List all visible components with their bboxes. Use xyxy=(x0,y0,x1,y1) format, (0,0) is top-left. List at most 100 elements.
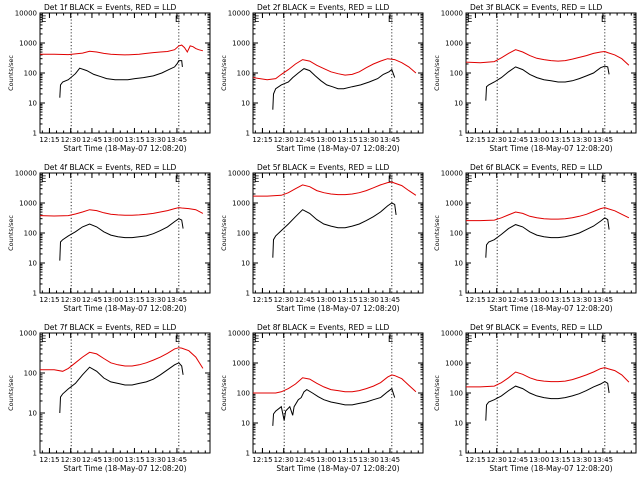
plot-frame xyxy=(39,332,211,454)
y-tick-label: 1 xyxy=(459,290,463,298)
panel-title: Det 1f BLACK = Events, RED = LLD xyxy=(44,3,177,12)
x-tick-label: 13:00 xyxy=(103,296,123,304)
lld-series-line xyxy=(40,44,204,56)
x-axis-label: Start Time (18-May-07 12:08:20) xyxy=(489,304,612,313)
panel-title: Det 9f BLACK = Events, RED = LLD xyxy=(470,323,603,332)
y-tick-label: 10000 xyxy=(441,10,463,18)
x-tick-label: 13:00 xyxy=(316,296,336,304)
y-tick-label: 100 xyxy=(237,230,250,238)
x-tick-label: 12:30 xyxy=(61,456,81,464)
x-tick-label: 13:45 xyxy=(593,136,613,144)
events-series-line xyxy=(485,65,610,101)
x-tick-label: 12:15 xyxy=(252,136,272,144)
y-tick-label: 100 xyxy=(24,230,37,238)
detector-panel-6: Det 6f BLACK = Events, RED = LLD 1 10 100 10… xyxy=(433,163,637,313)
y-tick-label: 10000 xyxy=(441,330,463,338)
x-tick-label: 12:30 xyxy=(61,296,81,304)
panel-title: Det 6f BLACK = Events, RED = LLD xyxy=(470,163,603,172)
y-axis-label: Counts/sec xyxy=(433,215,441,251)
y-tick-label: 1000 xyxy=(445,40,463,48)
x-tick-label: 12:45 xyxy=(508,296,528,304)
x-tick-label: 13:15 xyxy=(124,456,144,464)
events-series-line xyxy=(485,217,610,258)
y-tick-label: 10 xyxy=(454,420,463,428)
y-axis-label: Counts/sec xyxy=(433,375,441,411)
lld-series-line xyxy=(252,58,417,81)
events-series-line xyxy=(272,68,396,110)
corner-mark-right: E xyxy=(601,175,606,185)
x-tick-label: 12:30 xyxy=(487,136,507,144)
detector-panel-1: Det 1f BLACK = Events, RED = LLD 1 10 100 10… xyxy=(7,3,211,153)
y-axis-label: Counts/sec xyxy=(220,55,228,91)
x-tick-label: 12:45 xyxy=(82,296,102,304)
panel-title: Det 8f BLACK = Events, RED = LLD xyxy=(257,323,390,332)
detector-panel-7: Det 7f BLACK = Events, RED = LLD 1 10 100 10… xyxy=(7,323,211,473)
corner-mark-left: E xyxy=(254,175,259,185)
x-tick-label: 13:00 xyxy=(529,296,549,304)
lld-series-line xyxy=(466,207,630,222)
y-tick-label: 1 xyxy=(459,130,463,138)
y-tick-label: 1 xyxy=(246,450,250,458)
lld-series-line xyxy=(466,367,630,388)
events-series-line xyxy=(59,362,184,414)
x-tick-label: 13:30 xyxy=(359,456,379,464)
corner-mark-left: E xyxy=(467,175,472,185)
plot-frame xyxy=(465,172,637,294)
x-tick-label: 12:15 xyxy=(465,136,485,144)
y-axis-label: Counts/sec xyxy=(7,55,15,91)
x-tick-label: 13:30 xyxy=(572,296,592,304)
y-tick-label: 1000 xyxy=(19,40,37,48)
events-series-line xyxy=(272,202,397,258)
x-tick-label: 13:45 xyxy=(380,136,400,144)
x-tick-label: 13:30 xyxy=(146,136,166,144)
detector-panel-8: Det 8f BLACK = Events, RED = LLD 1 10 100 10… xyxy=(220,323,424,473)
y-tick-label: 1 xyxy=(459,450,463,458)
x-tick-label: 12:30 xyxy=(487,296,507,304)
x-tick-label: 12:30 xyxy=(274,136,294,144)
corner-mark-right: E xyxy=(388,15,393,25)
corner-mark-right: E xyxy=(388,335,393,345)
corner-mark-right: E xyxy=(175,335,180,345)
y-tick-label: 10 xyxy=(454,100,463,108)
x-tick-label: 13:00 xyxy=(529,456,549,464)
x-tick-label: 13:45 xyxy=(593,296,613,304)
y-tick-label: 10000 xyxy=(15,10,37,18)
panel-title: Det 3f BLACK = Events, RED = LLD xyxy=(470,3,603,12)
x-tick-label: 13:15 xyxy=(550,136,570,144)
plot-frame xyxy=(39,172,211,294)
y-tick-label: 100 xyxy=(237,390,250,398)
events-series-line xyxy=(272,387,396,426)
x-tick-label: 13:00 xyxy=(103,136,123,144)
y-axis-label: Counts/sec xyxy=(220,215,228,251)
x-tick-label: 13:30 xyxy=(359,296,379,304)
y-tick-label: 1000 xyxy=(445,360,463,368)
detector-panel-5: Det 5f BLACK = Events, RED = LLD 1 10 100 10… xyxy=(220,163,424,313)
y-tick-label: 10000 xyxy=(228,10,250,18)
x-tick-label: 13:45 xyxy=(167,296,187,304)
y-tick-label: 1 xyxy=(246,290,250,298)
x-axis-label: Start Time (18-May-07 12:08:20) xyxy=(63,144,186,153)
corner-mark-left: E xyxy=(41,15,46,25)
y-tick-label: 1 xyxy=(33,450,37,458)
corner-mark-left: E xyxy=(467,335,472,345)
x-tick-label: 12:45 xyxy=(295,456,315,464)
detector-panel-2: Det 2f BLACK = Events, RED = LLD 1 10 100 10… xyxy=(220,3,424,153)
x-tick-label: 12:30 xyxy=(274,456,294,464)
x-tick-label: 12:30 xyxy=(61,136,81,144)
x-tick-label: 13:15 xyxy=(550,296,570,304)
y-tick-label: 10000 xyxy=(441,170,463,178)
lld-series-line xyxy=(465,49,630,66)
y-tick-label: 10 xyxy=(28,260,37,268)
x-tick-label: 12:15 xyxy=(39,136,59,144)
x-tick-label: 12:45 xyxy=(508,136,528,144)
x-tick-label: 13:15 xyxy=(337,136,357,144)
x-tick-label: 12:45 xyxy=(295,296,315,304)
corner-mark-right: E xyxy=(601,335,606,345)
y-tick-label: 10 xyxy=(454,260,463,268)
plot-frame xyxy=(465,12,637,134)
panel-title: Det 4f BLACK = Events, RED = LLD xyxy=(44,163,177,172)
panel-title: Det 5f BLACK = Events, RED = LLD xyxy=(257,163,390,172)
y-tick-label: 10 xyxy=(28,100,37,108)
y-tick-label: 100 xyxy=(450,230,463,238)
